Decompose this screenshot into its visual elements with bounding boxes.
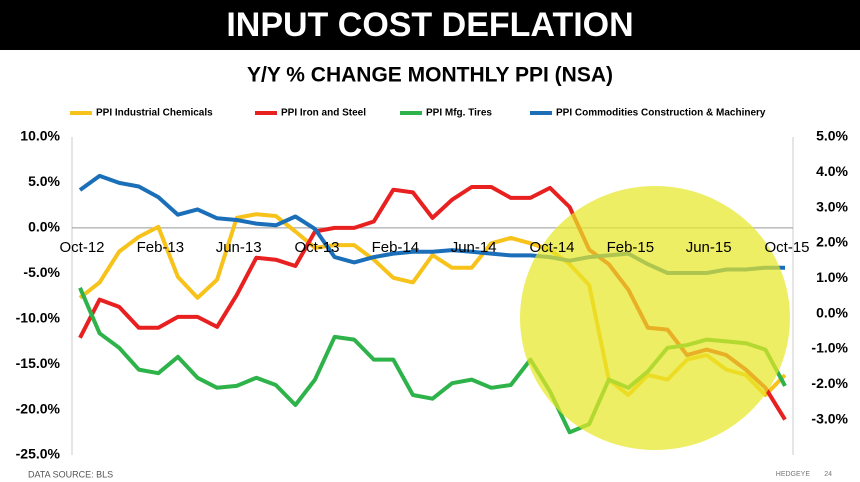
legend-label: PPI Industrial Chemicals xyxy=(96,108,213,119)
x-tick-label: Oct-14 xyxy=(529,239,574,256)
y-tick-label: 10.0% xyxy=(20,128,60,144)
y2-tick-label: 4.0% xyxy=(816,163,848,179)
page-number: 24 xyxy=(824,471,832,478)
header-bar xyxy=(0,0,860,50)
legend-label: PPI Iron and Steel xyxy=(281,108,366,119)
brand: HEDGEYE xyxy=(776,471,811,478)
x-tick-label: Feb-14 xyxy=(372,239,420,256)
axes: 10.0% 5.0% 0.0% -5.0% -10.0% -15.0% -20.0% -25.… xyxy=(16,128,849,462)
source: DATA SOURCE: BLS xyxy=(28,469,113,479)
legend: PPI Industrial Chemicals PPI Iron and Ste… xyxy=(70,108,766,119)
x-tick-label: Oct-12 xyxy=(59,239,104,256)
y2-tick-label: 0.0% xyxy=(816,304,848,320)
y2-tick-label: 2.0% xyxy=(816,234,848,250)
footer xyxy=(0,466,860,482)
x-tick-label: Jun-13 xyxy=(216,239,262,256)
y-tick-label: -15.0% xyxy=(16,355,61,371)
y-tick-label: -25.0% xyxy=(16,446,61,462)
x-tick-label: Jun-14 xyxy=(451,239,497,256)
y2-tick-label: -3.0% xyxy=(811,410,848,426)
y2-tick-label: -2.0% xyxy=(811,375,848,391)
chart-subtitle: Y/Y % CHANGE MONTHLY PPI (NSA) xyxy=(247,64,613,87)
x-tick-label: Oct-15 xyxy=(764,239,809,256)
x-tick-label: Feb-13 xyxy=(137,239,185,256)
y2-tick-label: 1.0% xyxy=(816,269,848,285)
y2-tick-label: -1.0% xyxy=(811,340,848,356)
x-tick-label: Oct-13 xyxy=(294,239,339,256)
y2-tick-label: 3.0% xyxy=(816,198,848,214)
legend-label: PPI Mfg. Tires xyxy=(426,108,492,119)
x-tick-label: Jun-15 xyxy=(686,239,732,256)
x-axis: Oct-12 Feb-13 Jun-13 Oct-13 Feb-14 Jun-14 Oct-… xyxy=(59,239,809,256)
y-tick-label: -20.0% xyxy=(16,400,61,416)
y2-tick-label: 5.0% xyxy=(816,128,848,144)
x-tick-label: Feb-15 xyxy=(607,239,655,256)
y-tick-label: -5.0% xyxy=(23,264,60,280)
y-tick-label: -10.0% xyxy=(16,309,61,325)
highlight-circle xyxy=(520,186,790,450)
legend-label: PPI Commodities Construction & Machinery xyxy=(556,108,766,119)
y-tick-label: 5.0% xyxy=(28,173,60,189)
y-tick-label: 0.0% xyxy=(28,219,60,235)
chart-title: INPUT COST DEFLATION xyxy=(226,6,633,44)
